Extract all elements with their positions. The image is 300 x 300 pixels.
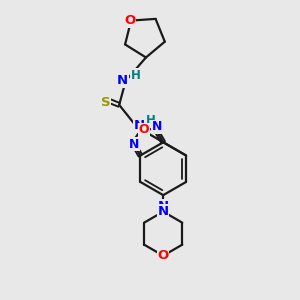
Text: H: H	[146, 114, 156, 127]
Text: N: N	[158, 200, 169, 213]
Text: N: N	[158, 205, 169, 218]
Text: N: N	[134, 119, 145, 132]
Text: O: O	[124, 14, 136, 27]
Text: S: S	[101, 96, 111, 109]
Text: N: N	[128, 138, 139, 151]
Text: O: O	[158, 249, 169, 262]
Text: H: H	[131, 69, 141, 82]
Text: N: N	[152, 120, 162, 133]
Text: N: N	[117, 74, 128, 87]
Text: O: O	[139, 123, 149, 136]
